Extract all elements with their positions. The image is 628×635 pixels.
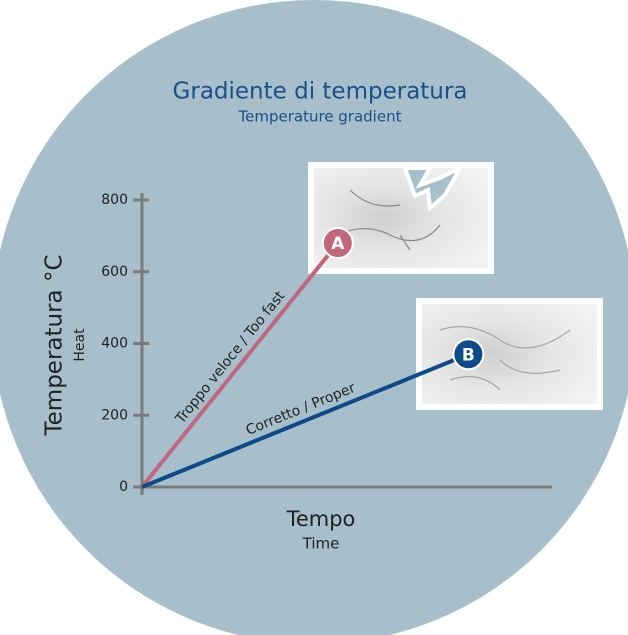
y-tick-label: 0 — [119, 479, 128, 495]
point-label: A — [331, 234, 345, 254]
x-axis-title: Tempo — [286, 507, 356, 531]
y-axis-subtitle: Heat — [72, 328, 88, 362]
y-tick-label: 200 — [101, 407, 128, 423]
image-proper — [416, 298, 603, 410]
y-tick-label: 400 — [101, 336, 128, 352]
chart: Gradiente di temperatura Temperature gra… — [0, 0, 628, 635]
page: {"chart_data": {"type": "line", "title":… — [0, 0, 628, 635]
y-tick-label: 600 — [101, 264, 128, 280]
x-axis-subtitle: Time — [302, 535, 340, 553]
chart-subtitle: Temperature gradient — [238, 108, 402, 126]
point-label: B — [462, 345, 475, 365]
y-tick-label: 800 — [101, 192, 128, 208]
chart-title: Gradiente di temperatura — [173, 79, 468, 105]
y-axis-title: Temperatura °C — [42, 254, 68, 436]
